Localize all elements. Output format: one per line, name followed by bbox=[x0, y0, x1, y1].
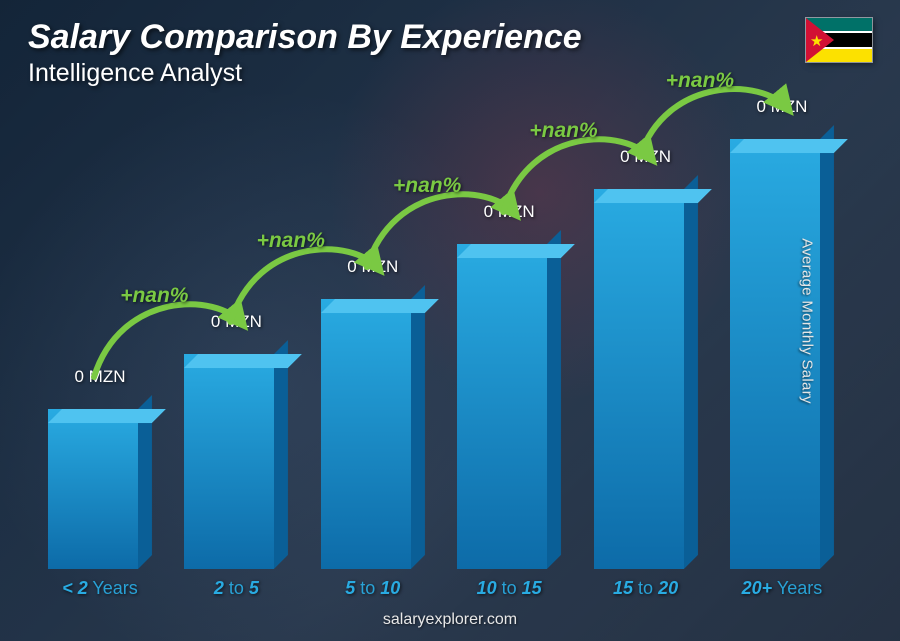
chart-column: 0 MZN5 to 10 bbox=[313, 299, 433, 569]
chart-column: 0 MZN< 2 Years bbox=[40, 409, 160, 569]
delta-label: +nan% bbox=[120, 284, 188, 308]
chart-column: 0 MZN20+ Years bbox=[722, 139, 842, 569]
bar: 0 MZN bbox=[184, 354, 288, 569]
bar-side bbox=[274, 340, 288, 569]
y-axis-label: Average Monthly Salary bbox=[799, 238, 816, 404]
bar: 0 MZN bbox=[321, 299, 425, 569]
bar-value-label: 0 MZN bbox=[457, 202, 561, 222]
category-label: 5 to 10 bbox=[305, 578, 441, 599]
bar: 0 MZN bbox=[594, 189, 698, 569]
title-block: Salary Comparison By Experience Intellig… bbox=[28, 18, 582, 88]
bar: 0 MZN bbox=[730, 139, 834, 569]
page-subtitle: Intelligence Analyst bbox=[28, 59, 582, 88]
category-label: 2 to 5 bbox=[168, 578, 304, 599]
category-label: 15 to 20 bbox=[578, 578, 714, 599]
bar-top bbox=[321, 299, 439, 313]
bar-value-label: 0 MZN bbox=[594, 147, 698, 167]
bar-side bbox=[820, 125, 834, 569]
bar-side bbox=[684, 175, 698, 569]
category-label: < 2 Years bbox=[32, 578, 168, 599]
bar-top bbox=[184, 354, 302, 368]
bar: 0 MZN bbox=[48, 409, 152, 569]
bar-front bbox=[321, 299, 411, 569]
bar-front bbox=[48, 409, 138, 569]
bar-side bbox=[411, 285, 425, 569]
delta-label: +nan% bbox=[529, 119, 597, 143]
chart-column: 0 MZN10 to 15 bbox=[449, 244, 569, 569]
bar-side bbox=[547, 230, 561, 569]
delta-label: +nan% bbox=[393, 174, 461, 198]
chart-column: 0 MZN15 to 20 bbox=[586, 189, 706, 569]
bar-front bbox=[594, 189, 684, 569]
category-label: 20+ Years bbox=[714, 578, 850, 599]
delta-label: +nan% bbox=[257, 229, 325, 253]
bar-value-label: 0 MZN bbox=[48, 367, 152, 387]
bar-top bbox=[457, 244, 575, 258]
page-title: Salary Comparison By Experience bbox=[28, 18, 582, 57]
category-label: 10 to 15 bbox=[441, 578, 577, 599]
bar-value-label: 0 MZN bbox=[321, 257, 425, 277]
salary-bar-chart: 0 MZN< 2 Years0 MZN2 to 50 MZN5 to 100 M… bbox=[40, 109, 842, 569]
flag-star-icon: ★ bbox=[810, 32, 823, 50]
bar-top bbox=[48, 409, 166, 423]
bar-top bbox=[594, 189, 712, 203]
header: Salary Comparison By Experience Intellig… bbox=[28, 18, 872, 88]
bar-front bbox=[457, 244, 547, 569]
bar-front bbox=[184, 354, 274, 569]
bar-value-label: 0 MZN bbox=[184, 312, 288, 332]
country-flag: ★ bbox=[806, 18, 872, 62]
bar-top bbox=[730, 139, 848, 153]
bar: 0 MZN bbox=[457, 244, 561, 569]
bar-value-label: 0 MZN bbox=[730, 97, 834, 117]
footer-attribution: salaryexplorer.com bbox=[0, 611, 900, 629]
chart-column: 0 MZN2 to 5 bbox=[176, 354, 296, 569]
